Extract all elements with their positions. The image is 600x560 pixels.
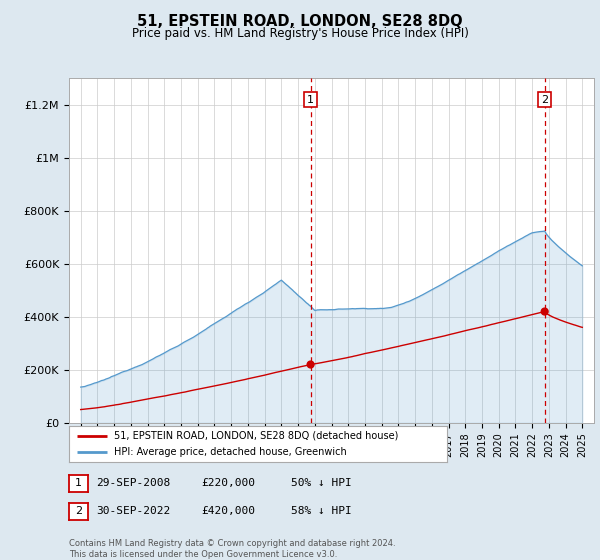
- Text: 58% ↓ HPI: 58% ↓ HPI: [291, 506, 352, 516]
- Text: £420,000: £420,000: [201, 506, 255, 516]
- Point: [306, 360, 316, 369]
- Text: 51, EPSTEIN ROAD, LONDON, SE28 8DQ (detached house): 51, EPSTEIN ROAD, LONDON, SE28 8DQ (deta…: [115, 431, 399, 441]
- Text: 2: 2: [541, 95, 548, 105]
- Text: Price paid vs. HM Land Registry's House Price Index (HPI): Price paid vs. HM Land Registry's House …: [131, 27, 469, 40]
- Text: 2: 2: [75, 506, 82, 516]
- Text: 51, EPSTEIN ROAD, LONDON, SE28 8DQ: 51, EPSTEIN ROAD, LONDON, SE28 8DQ: [137, 14, 463, 29]
- Text: HPI: Average price, detached house, Greenwich: HPI: Average price, detached house, Gree…: [115, 447, 347, 457]
- Text: 50% ↓ HPI: 50% ↓ HPI: [291, 478, 352, 488]
- Text: 29-SEP-2008: 29-SEP-2008: [96, 478, 170, 488]
- Text: 30-SEP-2022: 30-SEP-2022: [96, 506, 170, 516]
- Text: 1: 1: [75, 478, 82, 488]
- Text: 1: 1: [307, 95, 314, 105]
- Text: £220,000: £220,000: [201, 478, 255, 488]
- Point: [540, 307, 550, 316]
- Text: Contains HM Land Registry data © Crown copyright and database right 2024.
This d: Contains HM Land Registry data © Crown c…: [69, 539, 395, 559]
